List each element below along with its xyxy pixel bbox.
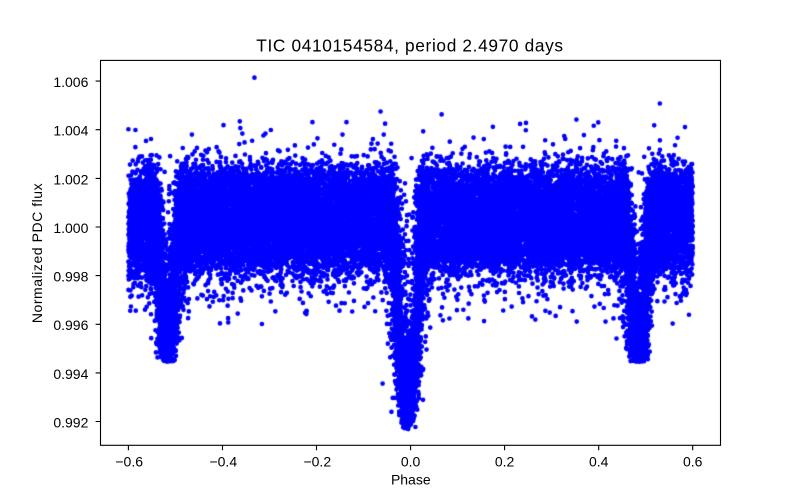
svg-text:Phase: Phase — [391, 472, 431, 488]
svg-text:1.002: 1.002 — [53, 171, 88, 187]
svg-text:1.004: 1.004 — [53, 123, 88, 139]
svg-text:−0.2: −0.2 — [303, 453, 331, 469]
svg-text:TIC 0410154584, period 2.4970: TIC 0410154584, period 2.4970 days — [256, 35, 563, 55]
svg-text:0.994: 0.994 — [53, 366, 88, 382]
svg-text:0.998: 0.998 — [53, 269, 88, 285]
svg-text:0.2: 0.2 — [495, 453, 515, 469]
svg-text:−0.4: −0.4 — [209, 453, 237, 469]
svg-text:0.6: 0.6 — [683, 453, 703, 469]
svg-text:−0.6: −0.6 — [115, 453, 143, 469]
svg-text:1.000: 1.000 — [53, 220, 88, 236]
svg-text:Normalized PDC flux: Normalized PDC flux — [29, 183, 45, 323]
svg-text:0.4: 0.4 — [589, 453, 609, 469]
svg-text:0.992: 0.992 — [53, 414, 88, 430]
svg-text:0.0: 0.0 — [401, 453, 421, 469]
svg-text:1.006: 1.006 — [53, 74, 88, 90]
svg-text:0.996: 0.996 — [53, 317, 88, 333]
